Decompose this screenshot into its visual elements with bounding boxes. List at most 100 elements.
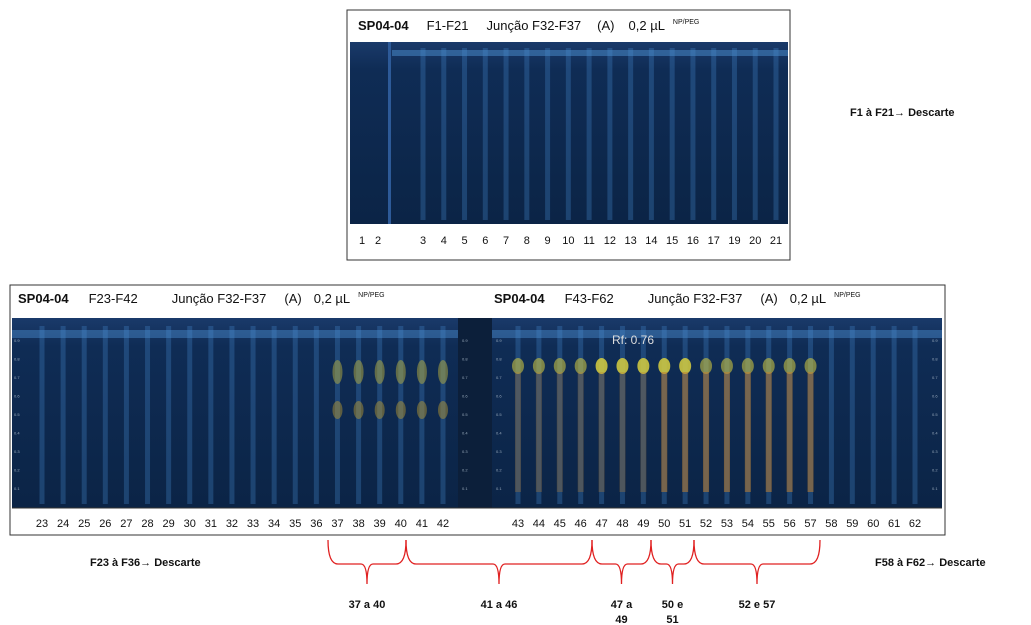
- lane-label: 38: [352, 518, 364, 530]
- rf-scale-label: 0.7: [14, 375, 20, 380]
- lane-label: 53: [721, 518, 733, 530]
- lane-label: 20: [749, 235, 761, 247]
- spot-tail: [682, 372, 689, 492]
- rf-scale-label: 0.3: [932, 449, 938, 454]
- lane-label: 55: [763, 518, 775, 530]
- spot-tail: [807, 372, 814, 492]
- rf-scale-label: 0.9: [496, 338, 502, 343]
- lane-label: 60: [867, 518, 879, 530]
- rf-scale-label: 0.5: [14, 412, 20, 417]
- header-id: SP04-04: [18, 291, 69, 306]
- header-volume: 0,2 µL: [629, 18, 665, 33]
- lane-label: 41: [416, 518, 428, 530]
- lane-label: 32: [226, 518, 238, 530]
- rf-scale-label: 0.4: [496, 431, 502, 436]
- group-brace: [405, 539, 593, 585]
- header-reagent: NP/PEG: [358, 292, 384, 299]
- spot: [616, 358, 629, 374]
- spot: [553, 358, 566, 374]
- rf-scale-label: 0.1: [462, 486, 468, 491]
- lane-label: 16: [687, 235, 699, 247]
- lane-label: 34: [268, 518, 280, 530]
- group-label: 51: [666, 614, 678, 625]
- spot-tail: [515, 372, 521, 492]
- lane-label: 43: [512, 518, 524, 530]
- spot: [595, 358, 608, 374]
- lane-label: 48: [616, 518, 628, 530]
- group-label: 50 e: [662, 599, 683, 611]
- rf-scale-label: 0.3: [462, 449, 468, 454]
- discard-note: F1 à F21→ Descarte: [850, 107, 955, 119]
- lane-label: 50: [658, 518, 670, 530]
- rf-scale-label: 0.6: [462, 394, 468, 399]
- spot: [353, 401, 364, 419]
- spot: [532, 358, 545, 374]
- spot: [741, 358, 754, 374]
- group-brace: [650, 539, 695, 585]
- lane-label: 8: [524, 235, 530, 247]
- plate-gap: [458, 318, 492, 508]
- spot-tail: [765, 372, 772, 492]
- lane-label: 9: [545, 235, 551, 247]
- rf-scale-label: 0.2: [932, 468, 938, 473]
- lane-label: 3: [420, 235, 426, 247]
- header-id: SP04-04: [494, 291, 545, 306]
- right-plate-image: [492, 318, 942, 508]
- header-tag: (A): [760, 291, 777, 306]
- lane-label: 39: [374, 518, 386, 530]
- lane-label: 10: [562, 235, 574, 247]
- lane-label: 29: [163, 518, 175, 530]
- lane-label: 37: [331, 518, 343, 530]
- spot: [416, 401, 427, 419]
- rf-scale-label: 0.7: [462, 375, 468, 380]
- solvent-front: [492, 330, 942, 338]
- lane-label: 47: [595, 518, 607, 530]
- plate-cut: [388, 42, 391, 224]
- lane-label: 23: [36, 518, 48, 530]
- lane-label: 35: [289, 518, 301, 530]
- rf-scale-label: 0.4: [462, 431, 468, 436]
- lane-label: 30: [184, 518, 196, 530]
- spot: [438, 360, 448, 384]
- left-plate-image: [12, 318, 458, 508]
- group-label: 41 a 46: [481, 599, 518, 611]
- spot-tail: [723, 372, 730, 492]
- rf-scale-label: 0.2: [496, 468, 502, 473]
- spot-tail: [744, 372, 751, 492]
- rf-scale-label: 0.6: [496, 394, 502, 399]
- spot: [720, 358, 733, 374]
- lane-label: 59: [846, 518, 858, 530]
- spot: [374, 360, 385, 384]
- header-tag: (A): [284, 291, 301, 306]
- lane-label: 24: [57, 518, 69, 530]
- spot: [395, 401, 406, 419]
- spot: [416, 360, 427, 384]
- lane-label: 27: [120, 518, 132, 530]
- lane-label: 4: [441, 235, 447, 247]
- group-brace: [591, 539, 652, 585]
- lane-label: 11: [583, 235, 594, 247]
- spot-tail: [535, 372, 542, 492]
- header-id: SP04-04: [358, 18, 409, 33]
- rf-scale-label: 0.6: [932, 394, 938, 399]
- lane-label: 54: [742, 518, 754, 530]
- group-brace: [693, 539, 821, 585]
- solvent-front: [392, 50, 788, 56]
- spot: [700, 358, 713, 374]
- rf-scale-label: 0.7: [932, 375, 938, 380]
- lane-label: 42: [437, 518, 449, 530]
- group-label: 47 a: [611, 599, 633, 611]
- lane-label: 52: [700, 518, 712, 530]
- lane-label: 45: [554, 518, 566, 530]
- rf-scale-label: 0.1: [932, 486, 938, 491]
- spot: [332, 401, 343, 419]
- lane-label: 2: [375, 235, 381, 247]
- rf-scale-label: 0.6: [14, 394, 20, 399]
- header-reagent: NP/PEG: [673, 19, 699, 26]
- solvent-front: [12, 330, 458, 338]
- rf-scale-label: 0.9: [932, 338, 938, 343]
- rf-scale-label: 0.9: [462, 338, 468, 343]
- spot: [658, 358, 671, 374]
